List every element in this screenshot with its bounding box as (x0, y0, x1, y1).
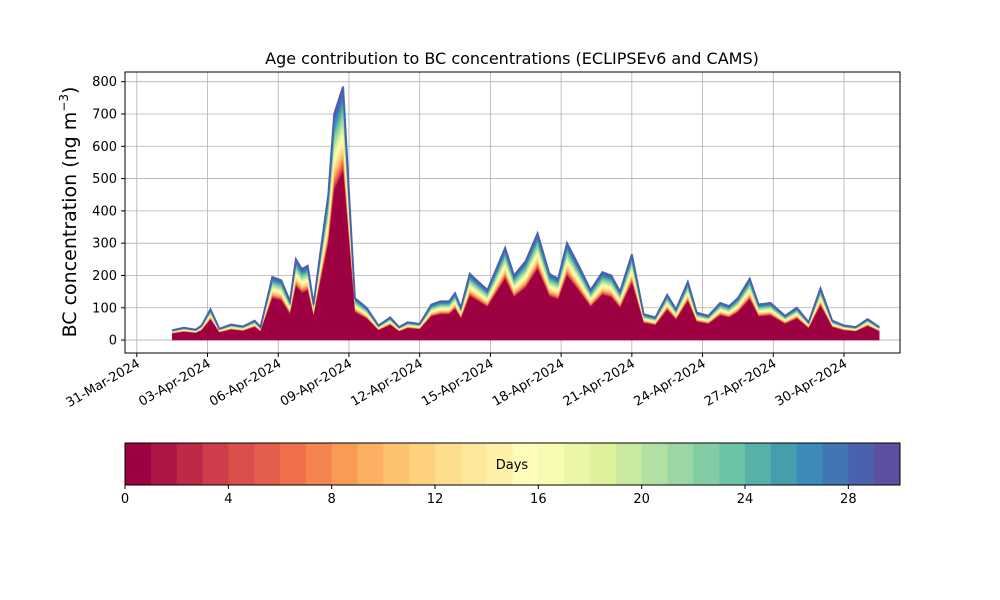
x-tick-label: 15-Apr-2024 (419, 356, 496, 409)
x-tick-label: 06-Apr-2024 (207, 356, 284, 409)
y-tick-label: 700 (92, 107, 117, 122)
y-tick-label: 600 (92, 140, 117, 155)
x-tick-label: 21-Apr-2024 (561, 356, 638, 409)
colorbar-tick-label: 4 (224, 492, 232, 507)
colorbar-tick-label: 12 (427, 492, 444, 507)
colorbar-segment (564, 443, 591, 485)
total-series-line (171, 86, 880, 332)
colorbar-segment (538, 443, 565, 485)
y-tick-label: 200 (92, 269, 117, 284)
colorbar-segment (486, 443, 513, 485)
colorbar-segment (435, 443, 462, 485)
colorbar-tick-label: 24 (737, 492, 754, 507)
x-tick-label: 31-Mar-2024 (64, 356, 143, 410)
y-axis-label-close: ) (59, 87, 81, 94)
x-tick-label: 27-Apr-2024 (702, 356, 779, 409)
colorbar-tick-label: 28 (840, 492, 857, 507)
colorbar-tick-label: 20 (633, 492, 650, 507)
y-axis-label-superscript: −3 (57, 94, 71, 112)
colorbar-segment (280, 443, 307, 485)
colorbar-segment (150, 443, 178, 485)
colorbar-segment (590, 443, 617, 485)
colorbar-tick-label: 16 (530, 492, 547, 507)
colorbar-tick-label: 8 (328, 492, 336, 507)
colorbar-segment (176, 443, 203, 485)
x-tick-label: 12-Apr-2024 (349, 356, 426, 409)
colorbar-label: Days (496, 458, 529, 473)
colorbar: 0 4 8 12 16 20 24 28 (121, 442, 901, 507)
colorbar-segment (848, 443, 875, 485)
y-tick-label: 500 (92, 172, 117, 187)
x-tick-label: 09-Apr-2024 (278, 356, 355, 409)
colorbar-segment (745, 443, 772, 485)
stacked-areas (172, 86, 880, 341)
colorbar-segment (409, 443, 436, 485)
colorbar-segment (822, 443, 849, 485)
colorbar-segment (331, 443, 358, 485)
colorbar-segment (667, 443, 694, 485)
x-tick-label: 18-Apr-2024 (490, 356, 567, 409)
chart-title: Age contribution to BC concentrations (E… (265, 49, 759, 68)
x-axis: 31-Mar-202403-Apr-202406-Apr-202409-Apr-… (64, 353, 850, 411)
colorbar-segment (719, 443, 746, 485)
colorbar-segment (641, 443, 668, 485)
colorbar-segment (254, 443, 281, 485)
y-tick-label: 100 (92, 301, 117, 316)
colorbar-segment (615, 443, 643, 485)
colorbar-frame (124, 442, 901, 486)
y-tick-label: 300 (92, 237, 117, 252)
colorbar-segment (202, 443, 229, 485)
colorbar-segment (228, 443, 255, 485)
colorbar-segment (305, 443, 333, 485)
x-tick-label: 30-Apr-2024 (773, 356, 850, 409)
colorbar-segment (383, 443, 410, 485)
age-band-area (172, 172, 880, 341)
y-tick-label: 800 (92, 75, 117, 90)
colorbar-segment (125, 443, 152, 485)
colorbar-segment (357, 443, 384, 485)
colorbar-segment (693, 443, 720, 485)
plot-frame (124, 71, 901, 354)
y-axis-label-main: BC concentration (ng m (59, 112, 81, 338)
x-tick-label: 24-Apr-2024 (631, 356, 708, 409)
colorbar-tick-label: 0 (121, 492, 129, 507)
colorbar-segment (460, 443, 488, 485)
y-tick-label: 400 (92, 204, 117, 219)
y-axis: 0 100 200 300 400 500 600 700 800 (92, 75, 125, 349)
x-tick-label: 03-Apr-2024 (136, 356, 213, 409)
colorbar-segment (512, 443, 539, 485)
colorbar-segment (874, 443, 901, 485)
y-tick-label: 0 (109, 334, 117, 349)
y-axis-label: BC concentration (ng m−3) (57, 87, 81, 338)
colorbar-segment (770, 443, 798, 485)
colorbar-segment (796, 443, 823, 485)
